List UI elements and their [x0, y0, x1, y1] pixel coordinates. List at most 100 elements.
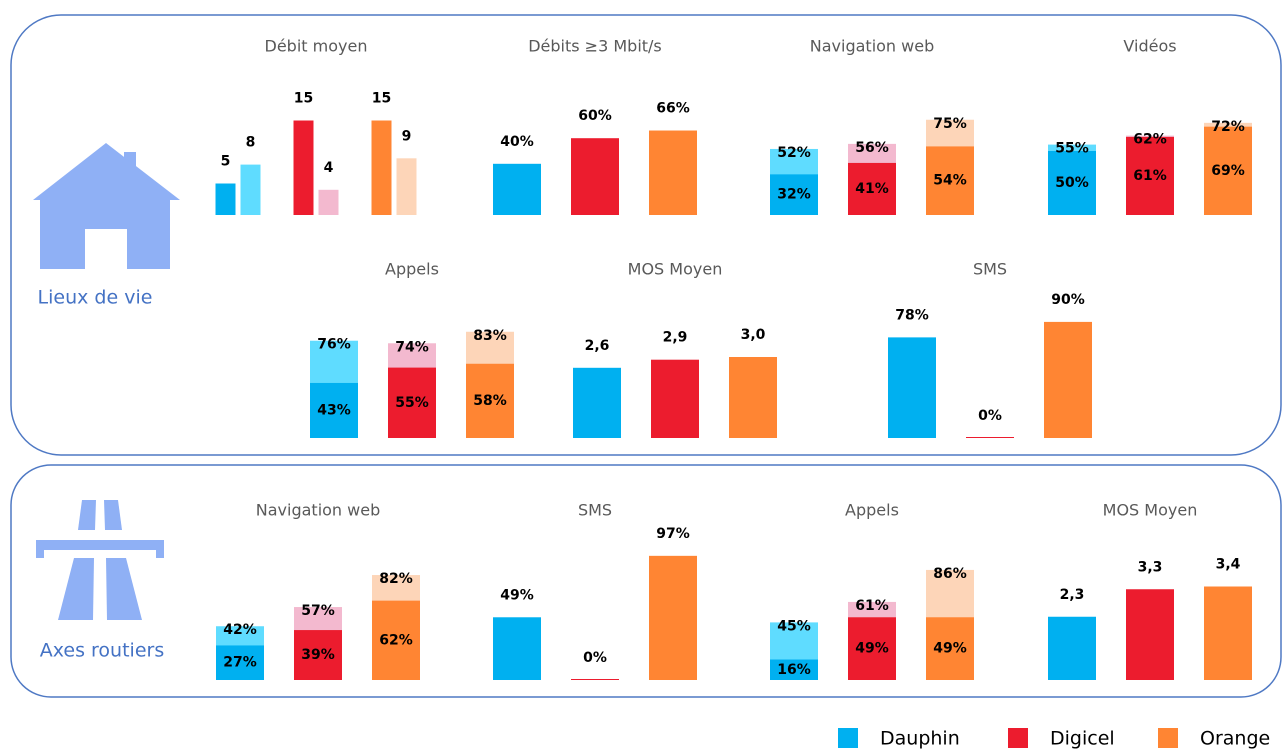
bar — [888, 337, 936, 438]
panel-title: Navigation web — [256, 501, 380, 520]
value-label: 74% — [395, 339, 429, 355]
panel-title: MOS Moyen — [628, 260, 723, 279]
value-label: 32% — [777, 187, 811, 203]
bar — [1126, 136, 1174, 215]
value-label: 54% — [933, 173, 967, 189]
bar — [1204, 126, 1252, 215]
value-label: 2,9 — [663, 330, 688, 346]
section-label: Lieux de vie — [38, 287, 153, 309]
bar — [1044, 321, 1092, 438]
value-label: 42% — [223, 622, 257, 638]
value-label: 72% — [1211, 119, 1245, 135]
value-label: 3,3 — [1138, 559, 1163, 575]
panel-title: Vidéos — [1123, 37, 1176, 56]
value-label: 90% — [1051, 292, 1085, 308]
value-label: 5 — [221, 154, 231, 170]
value-label: 40% — [500, 134, 534, 150]
value-label: 45% — [777, 618, 811, 634]
value-label: 2,6 — [585, 338, 610, 354]
panel-title: Débits ≥3 Mbit/s — [528, 37, 662, 56]
value-label: 62% — [379, 632, 413, 648]
value-label: 55% — [1055, 141, 1089, 157]
value-label: 41% — [855, 181, 889, 197]
legend-label: Digicel — [1050, 728, 1115, 750]
section-frame — [10, 14, 1282, 456]
bar — [649, 555, 697, 680]
bar — [926, 146, 974, 215]
panel-title: Appels — [385, 260, 439, 279]
value-label: 49% — [933, 641, 967, 657]
value-label: 39% — [301, 647, 335, 663]
house-icon — [33, 143, 180, 269]
value-label: 49% — [855, 641, 889, 657]
bar — [240, 164, 261, 215]
bar — [215, 183, 236, 215]
bar — [493, 617, 541, 680]
bar — [926, 617, 974, 680]
value-label: 0% — [583, 650, 607, 666]
value-label: 55% — [395, 395, 429, 411]
bar — [466, 363, 514, 438]
bar — [396, 158, 417, 215]
panel-title: Appels — [845, 501, 899, 520]
bar — [1126, 589, 1174, 680]
panel-title: Débit moyen — [265, 37, 368, 56]
value-label: 82% — [379, 571, 413, 587]
value-label: 69% — [1211, 163, 1245, 179]
panel-title: Navigation web — [810, 37, 934, 56]
value-label: 15 — [294, 91, 313, 107]
panel-title: SMS — [973, 260, 1007, 279]
panel-title: SMS — [578, 501, 612, 520]
bar — [651, 359, 699, 438]
value-label: 66% — [656, 101, 690, 117]
value-label: 58% — [473, 393, 507, 409]
value-label: 0% — [978, 408, 1002, 424]
value-label: 61% — [855, 598, 889, 614]
value-label: 3,4 — [1216, 557, 1241, 573]
bar — [1048, 616, 1096, 680]
bar — [293, 120, 314, 215]
legend-swatch — [1158, 728, 1178, 748]
legend-label: Dauphin — [880, 728, 960, 750]
bar — [310, 382, 358, 438]
legend-swatch — [1008, 728, 1028, 748]
bar — [1204, 586, 1252, 680]
value-label: 3,0 — [741, 327, 766, 343]
bar — [1048, 151, 1096, 215]
bar — [571, 679, 619, 680]
bar — [318, 189, 339, 215]
section-frame — [10, 464, 1282, 698]
bar — [966, 437, 1014, 438]
value-label: 75% — [933, 116, 967, 132]
value-label: 56% — [855, 140, 889, 156]
bar — [848, 617, 896, 680]
value-label: 50% — [1055, 175, 1089, 191]
value-label: 78% — [895, 307, 929, 323]
bar — [216, 645, 264, 680]
value-label: 9 — [402, 128, 412, 144]
value-label: 27% — [223, 655, 257, 671]
legend-swatch — [838, 728, 858, 748]
value-label: 83% — [473, 328, 507, 344]
legend-label: Orange — [1200, 728, 1270, 750]
bar — [770, 659, 818, 680]
value-label: 49% — [500, 587, 534, 603]
bar — [573, 367, 621, 438]
bar — [371, 120, 392, 215]
value-label: 4 — [324, 160, 334, 176]
value-label: 8 — [246, 135, 256, 151]
bar — [294, 630, 342, 680]
value-label: 97% — [656, 526, 690, 542]
value-label: 61% — [1133, 168, 1167, 184]
value-label: 60% — [578, 108, 612, 124]
bar — [493, 163, 541, 215]
bar — [372, 600, 420, 680]
value-label: 16% — [777, 662, 811, 678]
bar — [729, 357, 777, 438]
value-label: 86% — [933, 566, 967, 582]
bar — [571, 138, 619, 215]
bar — [649, 130, 697, 215]
section-label: Axes routiers — [40, 640, 164, 662]
bar — [388, 367, 436, 438]
